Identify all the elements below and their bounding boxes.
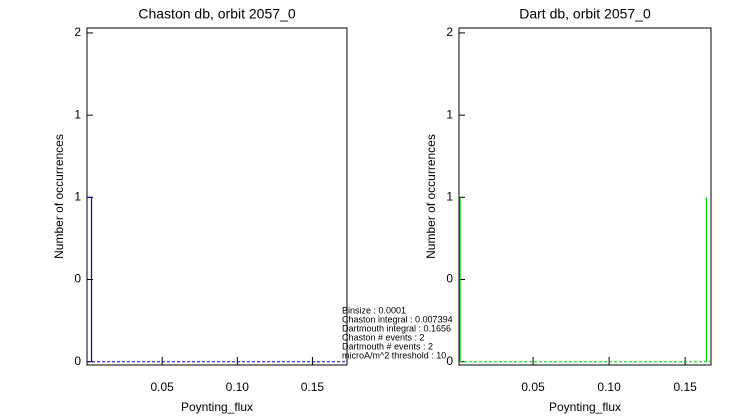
stats-note: Dartmouth # events : 2 bbox=[342, 341, 433, 351]
x-tick-label: 0.10 bbox=[597, 380, 621, 394]
y-tick-label: 1 bbox=[446, 189, 453, 203]
plot-frame bbox=[458, 27, 712, 366]
y-tick-label: 0 bbox=[446, 272, 453, 286]
x-axis-label: Poynting_flux bbox=[549, 400, 621, 414]
stats-note: Chaston # events : 2 bbox=[342, 332, 425, 342]
y-axis-label: Number of occurrences bbox=[52, 134, 66, 259]
y-tick-label: 1 bbox=[74, 107, 81, 121]
stats-note: microA/m^2 threshold : 10 bbox=[342, 350, 446, 360]
x-axis-label: Poynting_flux bbox=[181, 400, 253, 414]
y-tick-label: 0 bbox=[74, 272, 81, 286]
stats-note: Binsize : 0.0001 bbox=[342, 305, 406, 315]
y-tick-label: 0 bbox=[446, 354, 453, 368]
x-tick-label: 0.10 bbox=[226, 380, 250, 394]
y-tick-label: 0 bbox=[74, 354, 81, 368]
chart-title: Dart db, orbit 2057_0 bbox=[519, 6, 651, 22]
x-tick-label: 0.05 bbox=[150, 380, 174, 394]
y-tick-label: 1 bbox=[74, 189, 81, 203]
y-tick-label: 2 bbox=[74, 25, 81, 39]
y-tick-label: 2 bbox=[446, 25, 453, 39]
plot-frame bbox=[86, 27, 348, 366]
x-tick-label: 0.05 bbox=[521, 380, 545, 394]
x-tick-label: 0.15 bbox=[301, 380, 325, 394]
chart-title: Chaston db, orbit 2057_0 bbox=[138, 6, 295, 22]
stats-note: Chaston integral : 0.007394 bbox=[342, 314, 453, 324]
y-axis-label: Number of occurrences bbox=[424, 134, 438, 259]
y-tick-label: 1 bbox=[446, 107, 453, 121]
x-tick-label: 0.15 bbox=[673, 380, 697, 394]
stats-note: Dartmouth integral : 0.1656 bbox=[342, 323, 451, 333]
